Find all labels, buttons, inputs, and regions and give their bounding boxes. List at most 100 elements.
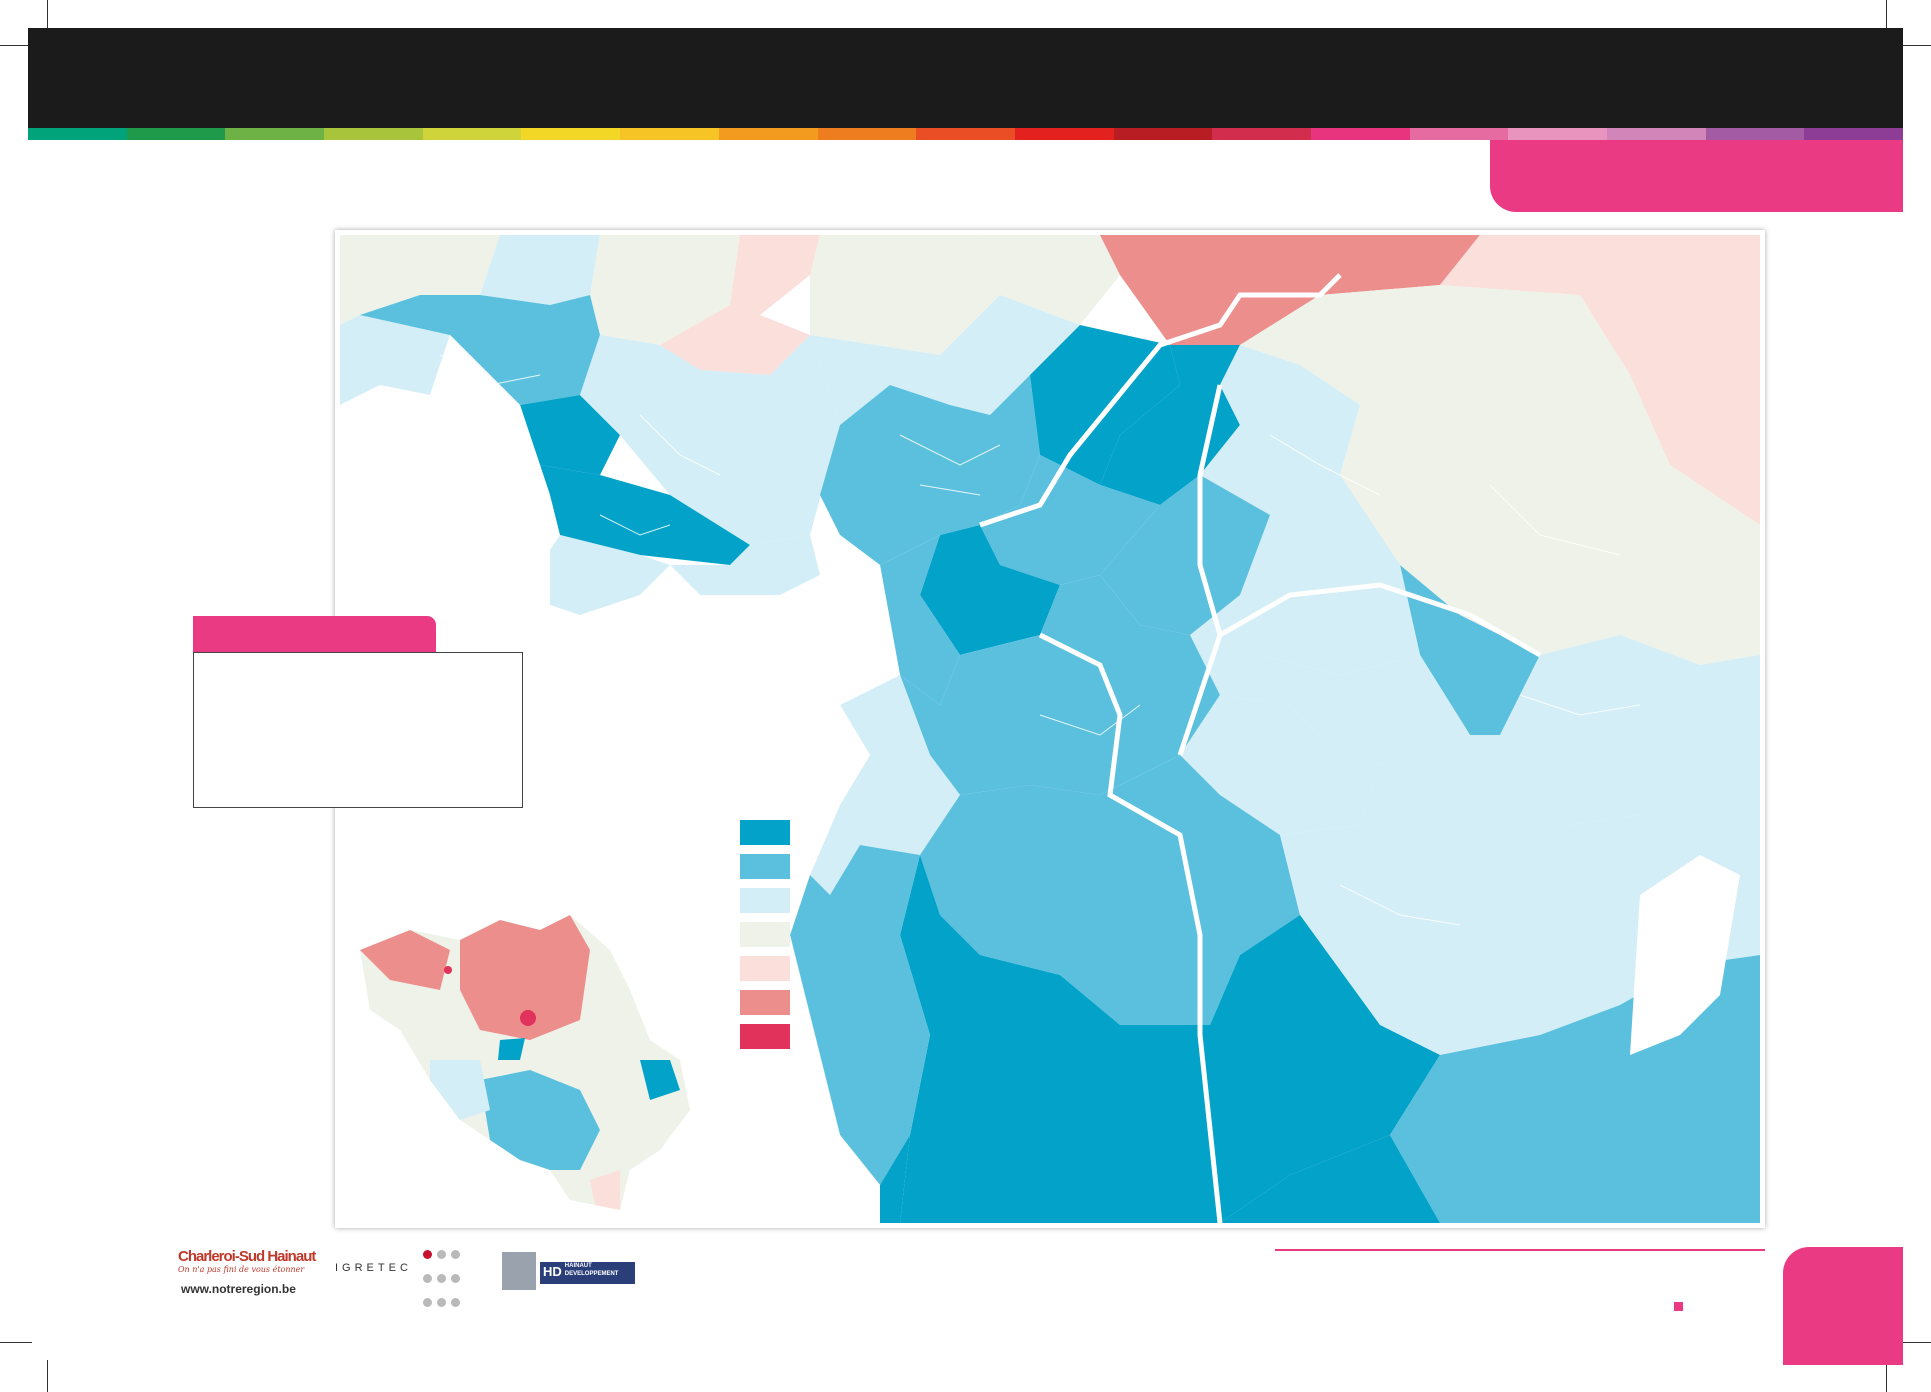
region-s7 bbox=[900, 855, 1440, 1223]
province-boundary bbox=[979, 273, 1342, 528]
inset-dark bbox=[498, 1038, 525, 1060]
region-s1 bbox=[900, 575, 1220, 795]
color-strip-segment bbox=[1508, 128, 1607, 140]
website-link[interactable]: www.notreregion.be bbox=[181, 1282, 296, 1296]
inset-hotspot bbox=[444, 966, 452, 974]
legend-swatch-6 bbox=[740, 990, 790, 1015]
igretec-dots bbox=[423, 1250, 469, 1322]
legend-swatch-1 bbox=[740, 820, 790, 845]
region-c11 bbox=[1100, 475, 1270, 635]
province-boundary bbox=[1038, 632, 1223, 1223]
color-strip-segment bbox=[422, 128, 522, 140]
inset-west-red bbox=[360, 930, 450, 990]
region-w6 bbox=[540, 495, 670, 615]
charleroi-logo: Charleroi-Sud Hainaut bbox=[178, 1248, 316, 1265]
header-bar bbox=[28, 28, 1903, 128]
region-w4 bbox=[580, 335, 840, 545]
title-tab bbox=[1490, 140, 1903, 212]
region-s2 bbox=[1180, 695, 1380, 835]
color-strip-segment bbox=[324, 128, 423, 140]
region-s5 bbox=[920, 755, 1300, 1025]
crop-mark bbox=[1899, 1342, 1931, 1343]
inset-se-blue bbox=[640, 1060, 680, 1100]
region-n-pale bbox=[660, 305, 810, 375]
inset-brussels bbox=[520, 1010, 536, 1026]
region-n3 bbox=[810, 235, 1000, 355]
province-hainaut-icon bbox=[502, 1252, 536, 1290]
region-c12 bbox=[980, 455, 1160, 585]
legend-swatch-2 bbox=[740, 854, 790, 879]
legend-swatch-4 bbox=[740, 922, 790, 947]
page-tab bbox=[1783, 1247, 1903, 1365]
region-s10 bbox=[880, 1135, 1440, 1223]
color-strip-segment bbox=[817, 128, 917, 140]
region-c13 bbox=[920, 525, 1060, 655]
region-c9 bbox=[1240, 475, 1420, 675]
crop-mark bbox=[1886, 1360, 1887, 1392]
region-n1 bbox=[590, 235, 740, 345]
crop-mark bbox=[47, 0, 48, 32]
partner-logos: Charleroi-Sud Hainaut On n'a pas fini de… bbox=[170, 1240, 690, 1307]
region-c6 bbox=[1200, 345, 1360, 515]
color-strip bbox=[28, 128, 1904, 140]
color-strip-segment bbox=[1212, 128, 1311, 140]
region-c4 bbox=[1100, 345, 1240, 505]
region-c2 bbox=[820, 375, 1040, 565]
igretec-logo: IGRETEC bbox=[335, 1262, 412, 1274]
region-c8 bbox=[1400, 565, 1540, 735]
info-tab bbox=[193, 616, 436, 652]
region-n4 bbox=[980, 235, 1120, 325]
hd-logo: HD HAINAUT DEVELOPPEMENT bbox=[540, 1262, 635, 1284]
color-strip-segment bbox=[1705, 128, 1805, 140]
inset-south-pale bbox=[430, 1060, 490, 1120]
map-legend bbox=[740, 820, 790, 1058]
color-strip-segment bbox=[28, 128, 127, 140]
crop-mark bbox=[1899, 45, 1931, 46]
charleroi-tagline: On n'a pas fini de vous étonner bbox=[178, 1265, 305, 1274]
region-s3 bbox=[1360, 635, 1760, 875]
color-strip-segment bbox=[1310, 128, 1410, 140]
province-boundary bbox=[1218, 582, 1542, 658]
color-strip-segment bbox=[718, 128, 818, 140]
legend-swatch-3 bbox=[740, 888, 790, 913]
inset-south-blue bbox=[480, 1070, 600, 1170]
color-strip-segment bbox=[620, 128, 719, 140]
inset-north-red bbox=[460, 915, 590, 1040]
region-c10 bbox=[1190, 595, 1470, 765]
color-strip-segment bbox=[1607, 128, 1706, 140]
region-n2 bbox=[730, 235, 820, 315]
region-c7 bbox=[1340, 375, 1760, 665]
color-strip-segment bbox=[126, 128, 226, 140]
inset-map bbox=[350, 910, 730, 1225]
region-w3 bbox=[520, 395, 620, 475]
crop-mark bbox=[0, 45, 32, 46]
region-ne-pink bbox=[1440, 235, 1760, 525]
page-marker bbox=[1674, 1302, 1683, 1311]
color-strip-segment bbox=[1014, 128, 1114, 140]
region-nnw bbox=[480, 235, 600, 305]
color-strip-segment bbox=[1113, 128, 1213, 140]
color-strip-segment bbox=[521, 128, 621, 140]
region-s9 bbox=[790, 845, 930, 1185]
legend-swatch-7 bbox=[740, 1024, 790, 1049]
color-strip-segment bbox=[916, 128, 1015, 140]
region-nw bbox=[340, 235, 500, 325]
color-strip-segment bbox=[225, 128, 325, 140]
region-c14 bbox=[880, 535, 960, 705]
inset-pink bbox=[590, 1170, 620, 1210]
crop-mark bbox=[47, 1360, 48, 1392]
region-w2 bbox=[360, 295, 600, 405]
legend-swatch-5 bbox=[740, 956, 790, 981]
color-strip-segment bbox=[1409, 128, 1509, 140]
region-w7 bbox=[670, 535, 820, 595]
province-boundary bbox=[1177, 384, 1223, 756]
inset-belgium bbox=[360, 915, 690, 1210]
region-ne-red bbox=[1100, 235, 1480, 345]
color-strip-segment bbox=[1804, 128, 1904, 140]
region-s4 bbox=[810, 675, 960, 895]
crop-mark bbox=[0, 1342, 32, 1343]
footer-rule bbox=[1275, 1249, 1765, 1251]
region-w5 bbox=[540, 465, 750, 565]
crop-mark bbox=[1886, 0, 1887, 32]
outside-se bbox=[1630, 855, 1740, 1055]
